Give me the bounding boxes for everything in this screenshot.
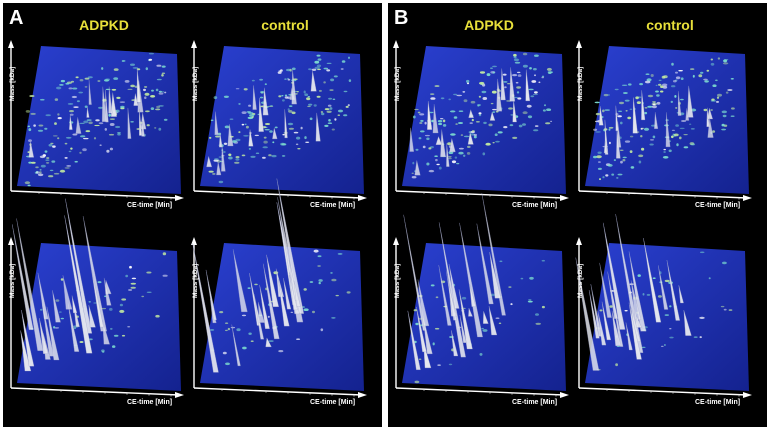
x-axis-label: CE-time [Min] bbox=[127, 399, 173, 406]
y-axis-label: Mass [kDa] bbox=[577, 263, 584, 298]
plot-a-adpkd-top: Mass [kDa] CE-time [Min] bbox=[3, 31, 185, 221]
plot-a-control-bottom: Mass [kDa] CE-time [Min] bbox=[186, 178, 368, 418]
plot-plane bbox=[585, 243, 749, 391]
x-axis-label: CE-time [Min] bbox=[695, 399, 741, 406]
landscape-plot bbox=[393, 40, 569, 201]
x-axis-label: CE-time [Min] bbox=[512, 399, 558, 406]
x-axis-label: CE-time [Min] bbox=[127, 202, 173, 209]
y-axis-label: Mass [kDa] bbox=[394, 66, 401, 101]
y-axis-label: Mass [kDa] bbox=[577, 66, 584, 101]
panel-a: A ADPKD control Mass [kDa] CE-time [Min] … bbox=[3, 3, 382, 427]
landscape-plot bbox=[393, 192, 569, 398]
plot-a-control-top: Mass [kDa] CE-time [Min] bbox=[186, 31, 368, 221]
landscape-plot bbox=[191, 178, 367, 398]
x-axis-label: CE-time [Min] bbox=[512, 202, 558, 209]
x-axis-label: CE-time [Min] bbox=[310, 202, 356, 209]
plot-plane bbox=[200, 243, 364, 391]
landscape-plot bbox=[575, 213, 752, 398]
column-title-control-b: control bbox=[646, 17, 694, 33]
plot-b-adpkd-bottom: Mass [kDa] CE-time [Min] bbox=[388, 192, 570, 418]
plot-b-control-bottom: Mass [kDa] CE-time [Min] bbox=[571, 213, 753, 418]
column-title-control-a: control bbox=[261, 17, 309, 33]
panel-letter-a: A bbox=[9, 7, 24, 29]
plot-plane bbox=[402, 46, 566, 194]
y-axis-label: Mass [kDa] bbox=[9, 66, 16, 101]
column-title-adpkd-a: ADPKD bbox=[79, 17, 129, 33]
plot-plane bbox=[200, 46, 364, 194]
plot-a-adpkd-bottom: Mass [kDa] CE-time [Min] bbox=[3, 198, 185, 418]
y-axis-label: Mass [kDa] bbox=[9, 263, 16, 298]
panel-letter-b: B bbox=[394, 7, 409, 29]
plot-b-control-top: Mass [kDa] CE-time [Min] bbox=[571, 31, 753, 221]
y-axis-label: Mass [kDa] bbox=[394, 263, 401, 298]
column-title-adpkd-b: ADPKD bbox=[464, 17, 514, 33]
landscape-plot bbox=[8, 198, 184, 398]
landscape-plot bbox=[191, 40, 367, 201]
landscape-plot bbox=[576, 40, 752, 201]
landscape-plot bbox=[8, 40, 184, 201]
y-axis-label: Mass [kDa] bbox=[192, 66, 199, 101]
panel-b: B ADPKD control Mass [kDa] CE-time [Min] … bbox=[388, 3, 767, 427]
plot-b-adpkd-top: Mass [kDa] CE-time [Min] bbox=[388, 31, 570, 221]
y-axis-label: Mass [kDa] bbox=[192, 263, 199, 298]
x-axis-label: CE-time [Min] bbox=[310, 399, 356, 406]
x-axis-label: CE-time [Min] bbox=[695, 202, 741, 209]
